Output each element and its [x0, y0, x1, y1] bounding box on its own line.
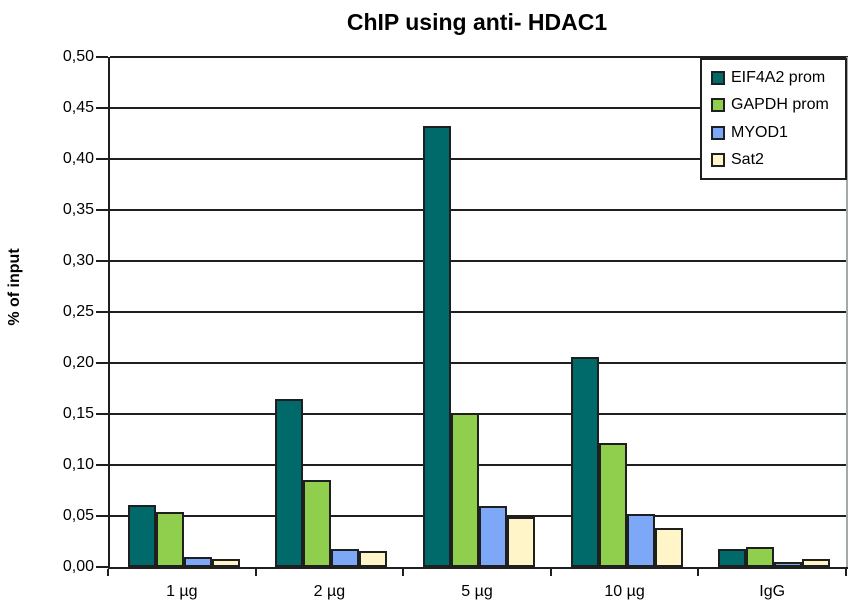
- x-tick-mark: [697, 569, 700, 576]
- y-tick-mark: [96, 107, 108, 109]
- gridline: [110, 260, 848, 262]
- y-tick-label: 0,15: [62, 405, 94, 422]
- x-tick-mark: [402, 569, 405, 576]
- legend-swatch-icon: [711, 125, 725, 140]
- gridline: [110, 362, 848, 364]
- chart-title: ChIP using anti- HDAC1: [346, 9, 608, 35]
- y-tick-mark: [96, 362, 108, 364]
- gridline: [110, 311, 848, 313]
- bar-group: [553, 57, 701, 567]
- gridline: [110, 464, 848, 466]
- bar-sat2: [506, 517, 535, 567]
- plot-right-border: [846, 57, 848, 567]
- legend-swatch-icon: [711, 153, 725, 168]
- bar-myod1: [774, 562, 803, 567]
- bar-sat2: [359, 551, 388, 567]
- gridline: [110, 158, 848, 160]
- y-tick-mark: [96, 158, 108, 160]
- bar-gapdh-prom: [155, 512, 184, 567]
- y-tick-label: 0,00: [62, 558, 94, 575]
- y-tick-label: 0,50: [62, 48, 94, 65]
- y-tick-mark: [96, 515, 108, 517]
- bar-gapdh-prom: [450, 413, 479, 567]
- gridline: [110, 107, 848, 109]
- y-tick-label: 0,10: [62, 456, 94, 473]
- gridline: [110, 209, 848, 211]
- bar-groups: [110, 57, 848, 567]
- bar-eif4a2-prom: [275, 399, 304, 567]
- bar-eif4a2-prom: [570, 357, 599, 567]
- x-tick-mark: [107, 569, 109, 576]
- bar-myod1: [626, 514, 655, 567]
- bar-sat2: [802, 559, 831, 567]
- y-tick-label: 0,45: [62, 99, 94, 116]
- y-tick-mark: [96, 413, 108, 415]
- bar-gapdh-prom: [746, 547, 775, 567]
- x-tick-mark: [549, 569, 552, 576]
- y-tick-mark: [96, 56, 108, 58]
- bar-group: [258, 57, 406, 567]
- y-tick-label: 0,25: [62, 303, 94, 320]
- legend-label: Sat2: [731, 151, 764, 169]
- bar-group: [110, 57, 258, 567]
- y-tick-mark: [96, 260, 108, 262]
- bar-group: [700, 57, 848, 567]
- legend-item: GAPDH prom: [711, 96, 845, 114]
- legend-item: Sat2: [711, 151, 845, 169]
- y-tick-mark: [96, 311, 108, 313]
- y-tick-mark: [96, 566, 108, 568]
- y-axis-title: % of input: [6, 248, 23, 326]
- y-tick-label: 0,05: [62, 507, 94, 524]
- x-tick-mark: [845, 569, 847, 576]
- y-tick-mark: [96, 209, 108, 211]
- gridline: [110, 413, 848, 415]
- y-tick-mark: [96, 464, 108, 466]
- legend: EIF4A2 prom GAPDH prom MYOD1 Sat2: [700, 58, 847, 180]
- bar-myod1: [478, 506, 507, 567]
- x-category-label: 5 µg: [461, 583, 493, 600]
- bar-gapdh-prom: [598, 443, 627, 567]
- legend-label: EIF4A2 prom: [731, 68, 826, 86]
- legend-item: MYOD1: [711, 124, 845, 142]
- bar-gapdh-prom: [303, 480, 332, 567]
- plot-area: [108, 56, 848, 569]
- y-tick-label: 0,40: [62, 150, 94, 167]
- x-category-label: 2 µg: [313, 583, 346, 600]
- legend-item: EIF4A2 prom: [711, 69, 845, 87]
- y-tick-label: 0,35: [62, 201, 94, 218]
- bar-eif4a2-prom: [422, 126, 451, 567]
- bar-eif4a2-prom: [127, 505, 156, 567]
- bar-sat2: [654, 528, 683, 567]
- bar-group: [405, 57, 553, 567]
- gridline: [110, 56, 848, 58]
- legend-label: MYOD1: [731, 123, 788, 141]
- y-tick-label: 0,30: [62, 252, 94, 269]
- x-category-label: IgG: [759, 583, 786, 600]
- x-category-label: 10 µg: [604, 583, 645, 600]
- y-tick-label: 0,20: [62, 354, 94, 371]
- legend-swatch-icon: [711, 70, 725, 85]
- x-category-label: 1 µg: [166, 583, 198, 600]
- legend-label: GAPDH prom: [731, 96, 829, 114]
- bar-eif4a2-prom: [718, 549, 747, 567]
- bar-sat2: [211, 559, 240, 567]
- x-tick-mark: [254, 569, 257, 576]
- bar-myod1: [331, 549, 360, 567]
- bar-myod1: [183, 557, 212, 567]
- legend-swatch-icon: [711, 98, 725, 113]
